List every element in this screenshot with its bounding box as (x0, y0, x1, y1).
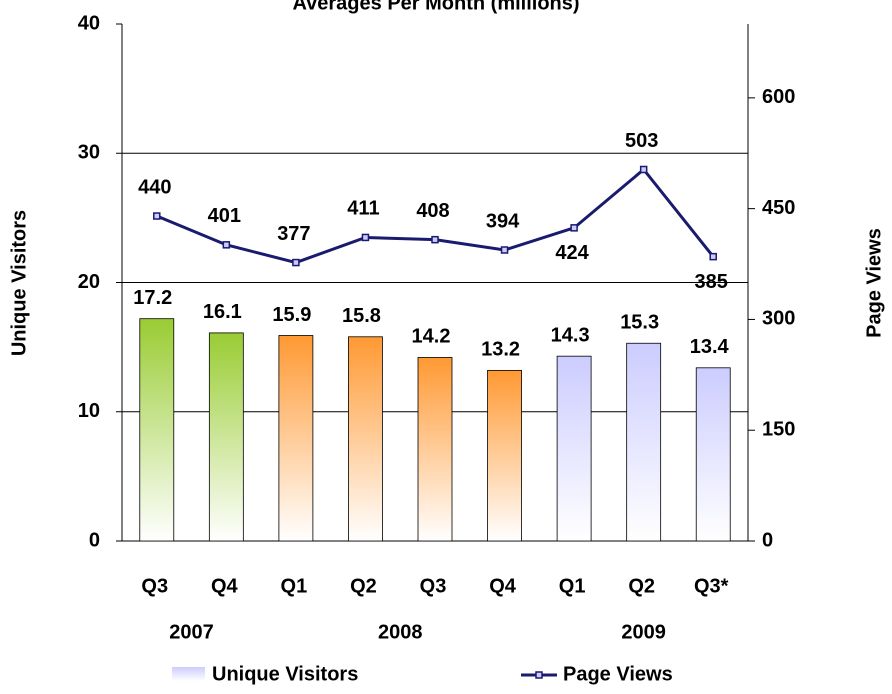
legend-label: Page Views (563, 663, 673, 685)
line-value-label: 385 (695, 271, 728, 293)
line-marker (361, 233, 370, 242)
bar-value-label: 13.4 (690, 336, 730, 358)
legend-swatch (172, 667, 205, 681)
y2-tick-label: 600 (762, 86, 795, 108)
x-tick-label: Q2 (628, 575, 655, 597)
line-value-label: 424 (555, 242, 589, 264)
x-tick-label: Q1 (559, 575, 586, 597)
bar-value-label: 15.3 (620, 312, 659, 334)
x-group-label: 2007 (169, 621, 214, 643)
bar (417, 357, 453, 542)
x-tick-label: Q4 (211, 575, 239, 597)
x-tick-label: Q4 (489, 575, 517, 597)
line-marker (153, 212, 161, 220)
line-marker (639, 165, 648, 174)
line-marker (222, 241, 231, 249)
bar (139, 318, 175, 542)
x-tick-label: Q1 (281, 575, 308, 597)
bar (278, 335, 314, 542)
line-value-label: 411 (347, 198, 379, 220)
bar (695, 367, 731, 542)
bar-value-label: 13.2 (481, 339, 520, 361)
legend-label: Unique Visitors (212, 663, 358, 685)
y-tick-label: 0 (89, 529, 100, 551)
y2-tick-label: 450 (762, 197, 795, 219)
line-marker (500, 246, 509, 254)
bar (626, 342, 662, 542)
line-value-label: 408 (416, 200, 449, 222)
bar-value-label: 15.8 (342, 305, 381, 327)
x-tick-label: Q2 (350, 575, 377, 597)
y2-tick-label: 150 (762, 418, 795, 440)
y-tick-label: 40 (78, 12, 100, 34)
y-axis-label: Unique Visitors (8, 210, 30, 356)
bar (487, 369, 522, 542)
x-tick-label: Q3 (420, 575, 447, 597)
bar (348, 336, 383, 542)
bar-value-label: 15.9 (272, 304, 311, 326)
y2-tick-label: 0 (762, 529, 773, 551)
x-group-label: 2008 (378, 621, 423, 643)
x-group-label: 2009 (621, 621, 666, 643)
y-tick-label: 10 (78, 400, 100, 422)
x-tick-label: Q3* (694, 575, 729, 597)
y2-tick-label: 300 (762, 308, 795, 330)
bar-value-label: 14.2 (412, 326, 451, 348)
line-marker (570, 224, 578, 232)
x-tick-label: Q3 (141, 575, 168, 597)
y-tick-label: 30 (78, 142, 100, 164)
chart-title: Averages Per Month (millions) (292, 0, 579, 14)
line-marker (709, 252, 717, 261)
line-value-label: 394 (486, 210, 520, 232)
bar-value-label: 17.2 (133, 287, 172, 309)
line-value-label: 440 (138, 176, 171, 198)
bar (208, 332, 244, 542)
bar-value-label: 16.1 (203, 301, 242, 323)
legend-marker (535, 671, 543, 679)
line-value-label: 503 (625, 130, 658, 152)
bar (556, 355, 592, 542)
bar-value-label: 14.3 (551, 324, 590, 346)
line-value-label: 401 (208, 205, 241, 227)
line-marker (292, 258, 300, 267)
line-marker (431, 235, 439, 244)
y2-axis-label: Page Views (863, 228, 885, 338)
y-tick-label: 20 (78, 271, 100, 293)
line-value-label: 377 (277, 223, 310, 245)
